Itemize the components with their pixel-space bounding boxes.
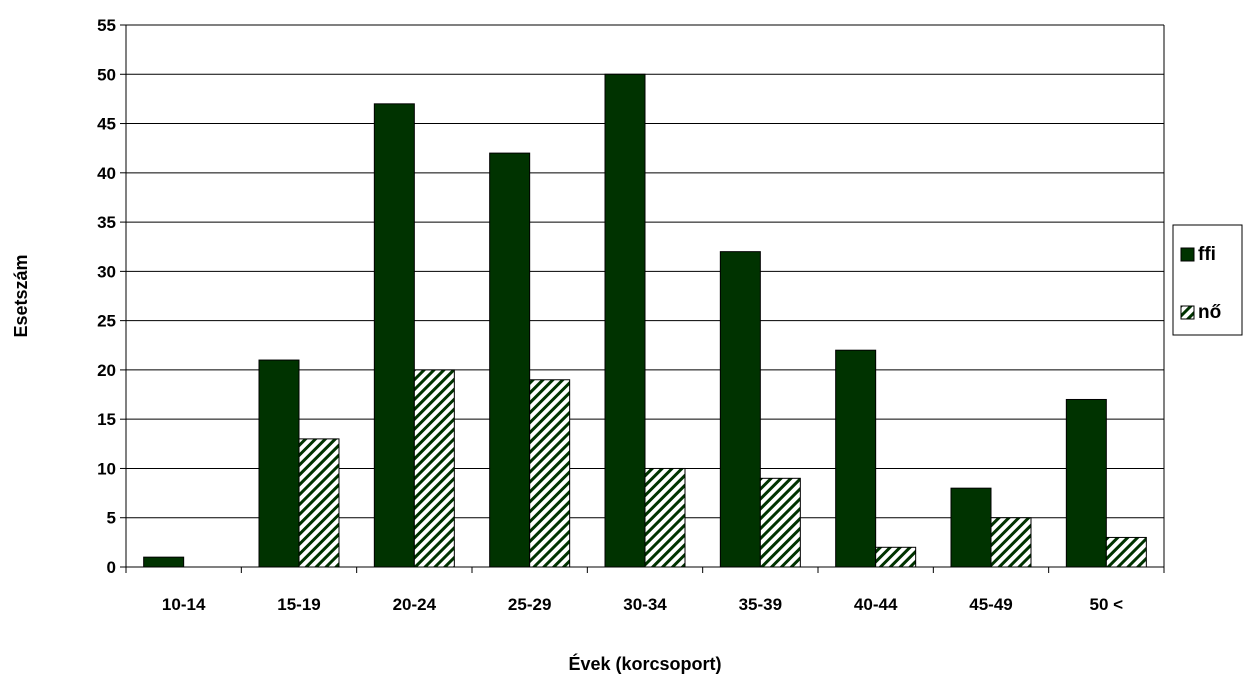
x-tick-label: 35-39 — [739, 595, 782, 614]
x-tick-label: 50 < — [1090, 595, 1124, 614]
bar-nő-45-49 — [990, 517, 1032, 568]
y-tick-label: 35 — [97, 213, 116, 232]
bars — [143, 73, 1147, 568]
y-tick-label: 10 — [97, 459, 116, 478]
y-tick-label: 40 — [97, 164, 116, 183]
bar-ffi-10-14 — [143, 556, 185, 568]
bar-ffi-40-44 — [835, 349, 877, 568]
bar-nő-30-34 — [644, 467, 686, 568]
legend: ffi nő — [1172, 224, 1243, 336]
x-tick-label: 30-34 — [623, 595, 667, 614]
legend-label-0: ffi — [1198, 244, 1216, 265]
legend-swatch-1 — [1180, 305, 1195, 320]
bar-ffi-15-19 — [258, 359, 300, 568]
y-tick-label: 30 — [97, 262, 116, 281]
bar-nő-25-29 — [529, 379, 571, 568]
x-tick-label: 40-44 — [854, 595, 898, 614]
x-tick-labels: 10-14 15-19 20-24 25-29 30-34 35-39 40-44 45-49… — [162, 595, 1123, 614]
bar-nő-15-19 — [298, 438, 340, 568]
x-tick-label: 20-24 — [393, 595, 437, 614]
bar-nő-50- — [1105, 536, 1147, 568]
x-tick-label: 25-29 — [508, 595, 551, 614]
bar-ffi-50- — [1065, 398, 1107, 568]
x-tick-label: 10-14 — [162, 595, 206, 614]
bar-ffi-35-39 — [719, 251, 761, 568]
y-axis-title: Esetszám — [11, 254, 31, 337]
x-tick-label: 45-49 — [969, 595, 1012, 614]
y-tick-label: 0 — [107, 558, 116, 577]
x-axis-title: Évek (korcsoport) — [568, 653, 721, 674]
y-tick-label: 50 — [97, 65, 116, 84]
bar-ffi-30-34 — [604, 73, 646, 568]
bar-ffi-25-29 — [489, 152, 531, 568]
bar-nő-40-44 — [875, 546, 917, 568]
y-tick-label: 55 — [97, 16, 116, 35]
axes — [120, 24, 1165, 573]
y-tick-label: 20 — [97, 361, 116, 380]
bar-nő-20-24 — [413, 369, 455, 568]
x-tick-label: 15-19 — [277, 595, 320, 614]
y-tick-label: 45 — [97, 115, 116, 134]
y-tick-label: 25 — [97, 312, 116, 331]
y-tick-labels: 0 5 10 15 20 25 30 35 40 45 50 55 — [97, 16, 116, 577]
legend-swatch-0 — [1180, 247, 1195, 262]
legend-label-1: nő — [1198, 302, 1221, 323]
y-tick-label: 15 — [97, 410, 116, 429]
bar-ffi-45-49 — [950, 487, 992, 568]
y-tick-label: 5 — [107, 509, 116, 528]
bar-ffi-20-24 — [373, 103, 415, 568]
bar-nő-35-39 — [759, 477, 801, 568]
